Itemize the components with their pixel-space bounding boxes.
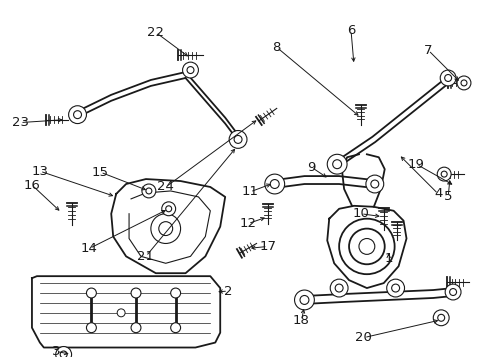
Circle shape xyxy=(445,284,461,300)
Text: 2: 2 xyxy=(224,284,232,297)
Circle shape xyxy=(86,323,97,333)
Circle shape xyxy=(69,106,86,123)
Text: 1: 1 xyxy=(385,252,393,265)
Polygon shape xyxy=(111,179,225,273)
Text: 18: 18 xyxy=(293,314,310,327)
Text: 8: 8 xyxy=(272,41,281,54)
Circle shape xyxy=(265,174,285,194)
Circle shape xyxy=(117,309,125,317)
Text: 3: 3 xyxy=(52,345,61,358)
Circle shape xyxy=(457,76,471,90)
Circle shape xyxy=(131,323,141,333)
Text: 4: 4 xyxy=(434,188,442,201)
Text: 23: 23 xyxy=(12,116,28,129)
Text: 7: 7 xyxy=(424,44,433,57)
Circle shape xyxy=(229,131,247,148)
Circle shape xyxy=(171,288,181,298)
Circle shape xyxy=(433,310,449,326)
Circle shape xyxy=(171,323,181,333)
Text: 17: 17 xyxy=(259,240,276,253)
Circle shape xyxy=(162,202,175,216)
Text: 19: 19 xyxy=(408,158,425,171)
Circle shape xyxy=(142,184,156,198)
Circle shape xyxy=(366,175,384,193)
Text: 20: 20 xyxy=(355,331,372,344)
Circle shape xyxy=(183,62,198,78)
Text: 15: 15 xyxy=(92,166,109,179)
Text: 22: 22 xyxy=(147,26,164,39)
Circle shape xyxy=(330,279,348,297)
Polygon shape xyxy=(327,206,407,288)
Text: 12: 12 xyxy=(240,217,256,230)
Circle shape xyxy=(86,288,97,298)
Text: 11: 11 xyxy=(242,185,258,198)
Circle shape xyxy=(294,290,315,310)
Text: 13: 13 xyxy=(31,165,49,177)
Circle shape xyxy=(387,279,405,297)
Text: 16: 16 xyxy=(24,179,40,192)
Circle shape xyxy=(437,167,451,181)
Circle shape xyxy=(131,288,141,298)
Circle shape xyxy=(56,347,72,360)
Text: 9: 9 xyxy=(307,161,316,174)
Text: 6: 6 xyxy=(347,24,355,37)
Text: 21: 21 xyxy=(137,250,154,263)
Circle shape xyxy=(440,70,456,86)
Polygon shape xyxy=(32,276,220,347)
Text: 24: 24 xyxy=(157,180,174,193)
Text: 5: 5 xyxy=(444,190,452,203)
Text: 14: 14 xyxy=(81,242,98,255)
Circle shape xyxy=(327,154,347,174)
Text: 10: 10 xyxy=(352,207,369,220)
